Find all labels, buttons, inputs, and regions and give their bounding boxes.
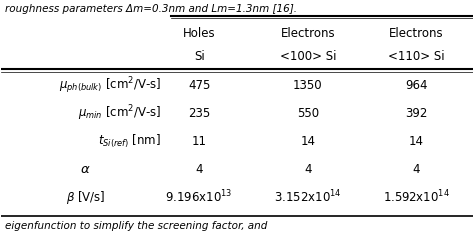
Text: 4: 4 bbox=[413, 163, 420, 176]
Text: $\alpha$: $\alpha$ bbox=[81, 163, 91, 176]
Text: $t_{Si(ref)}$ [nm]: $t_{Si(ref)}$ [nm] bbox=[98, 133, 161, 150]
Text: 3.152x10$^{14}$: 3.152x10$^{14}$ bbox=[274, 189, 342, 205]
Text: Electrons: Electrons bbox=[389, 27, 444, 40]
Text: 475: 475 bbox=[188, 79, 210, 92]
Text: eigenfunction to simplify the screening factor, and: eigenfunction to simplify the screening … bbox=[5, 221, 268, 231]
Text: Si: Si bbox=[194, 50, 205, 63]
Text: 4: 4 bbox=[195, 163, 203, 176]
Text: $\mu_{min}$ [cm$^2$/V-s]: $\mu_{min}$ [cm$^2$/V-s] bbox=[78, 104, 161, 123]
Text: $\mu_{ph(bulk)}$ [cm$^2$/V-s]: $\mu_{ph(bulk)}$ [cm$^2$/V-s] bbox=[59, 75, 161, 96]
Text: $\beta$ [V/s]: $\beta$ [V/s] bbox=[66, 189, 106, 206]
Text: 235: 235 bbox=[188, 107, 210, 120]
Text: 14: 14 bbox=[409, 135, 424, 148]
Text: 964: 964 bbox=[405, 79, 428, 92]
Text: 1.592x10$^{14}$: 1.592x10$^{14}$ bbox=[383, 189, 450, 205]
Text: <110> Si: <110> Si bbox=[388, 50, 445, 63]
Text: Holes: Holes bbox=[183, 27, 216, 40]
Text: 14: 14 bbox=[301, 135, 315, 148]
Text: 550: 550 bbox=[297, 107, 319, 120]
Text: 9.196x10$^{13}$: 9.196x10$^{13}$ bbox=[165, 189, 233, 205]
Text: Electrons: Electrons bbox=[281, 27, 335, 40]
Text: 11: 11 bbox=[191, 135, 207, 148]
Text: 1350: 1350 bbox=[293, 79, 323, 92]
Text: 392: 392 bbox=[405, 107, 428, 120]
Text: 4: 4 bbox=[304, 163, 311, 176]
Text: roughness parameters Δm=0.3nm and Lm=1.3nm [16].: roughness parameters Δm=0.3nm and Lm=1.3… bbox=[5, 4, 297, 14]
Text: <100> Si: <100> Si bbox=[280, 50, 336, 63]
